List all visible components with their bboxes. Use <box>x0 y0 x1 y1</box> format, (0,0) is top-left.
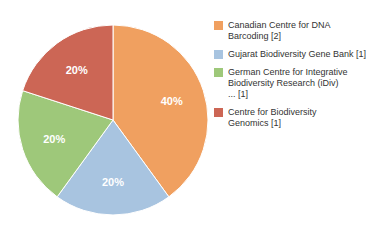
html-text:Centre for Biodiversity Genomi: Centre for Biodiversity Genomics [1] <box>228 107 317 128</box>
svg-text:40%: 40% <box>161 95 183 107</box>
html-text:German Centre for Integrative: German Centre for Integrative Biodiversi… <box>228 67 348 99</box>
svg-text:20%: 20% <box>102 176 124 188</box>
html-text:Gujarat Biodiversity Gene Bank: Gujarat Biodiversity Gene Bank [1] <box>228 49 367 59</box>
svg-text:20%: 20% <box>43 133 65 145</box>
html-text:Canadian Centre for DNA Barcod: Canadian Centre for DNA Barcoding [2] <box>228 20 331 41</box>
svg-text:20%: 20% <box>66 64 88 76</box>
